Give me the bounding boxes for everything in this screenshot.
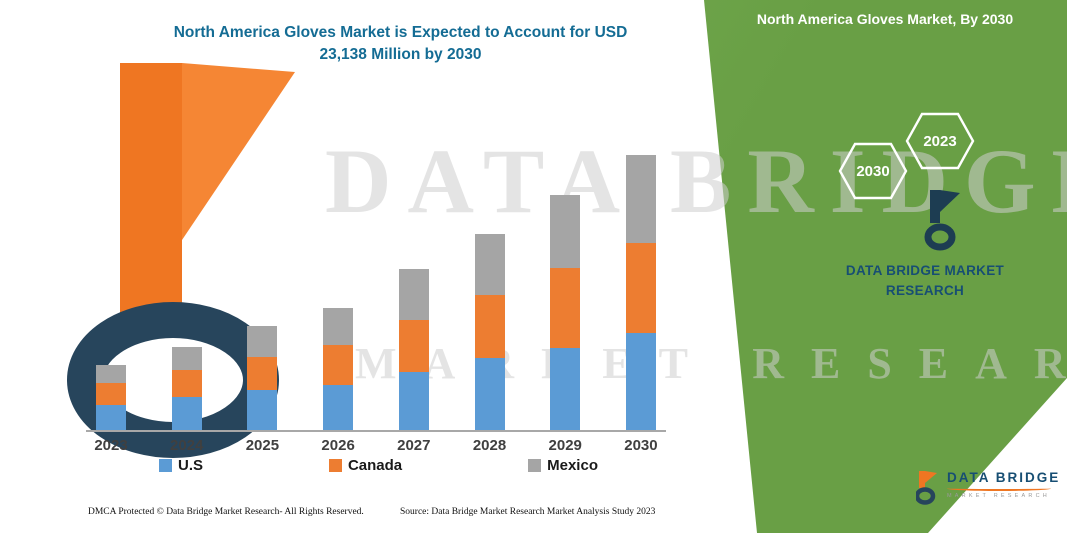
footer-logo-name: DATA BRIDGE [947,470,1061,485]
x-label-text: 2024 [170,437,204,454]
x-label-text: 2029 [548,437,582,454]
chart-title: North America Gloves Market is Expected … [88,22,713,67]
bar-segment-us-2024 [171,397,202,430]
bar-segment-canada-2028 [474,295,505,358]
x-label-2026: 2026 [321,437,355,455]
chart-legend: U.S Canada Mexico [96,457,661,474]
bar-segment-us-2027 [398,372,429,430]
databridge-b-icon [924,190,960,251]
bar-2028 [474,234,505,430]
x-axis-labels: 2023 2024 2025 2026 2027 2028 2029 2030 [94,437,658,455]
side-panel-brand-line1: DATA BRIDGE MARKET [845,263,1005,278]
x-label-2025: 2025 [245,437,280,455]
bar-segment-canada-2023 [96,383,126,405]
bar-segment-us-2023 [96,405,126,430]
x-label-text: 2027 [397,437,431,454]
x-label-2027: 2027 [397,437,431,455]
x-label-2030: 2030 [624,437,658,455]
bar-segment-us-2026 [323,385,354,430]
footer-logo-sub: MARKET RESEARCH [947,493,1050,499]
bar-segment-mexico-2026 [323,308,354,345]
legend-swatch [158,459,172,472]
bar-segment-us-2025 [247,390,278,430]
footer-logo-swoosh [947,486,1051,491]
bar-segment-canada-2029 [550,268,581,348]
bar-segment-canada-2025 [247,357,278,390]
x-label-2024: 2024 [170,437,204,455]
x-label-2029: 2029 [548,437,582,455]
legend-label: Mexico [547,457,598,474]
legend-item-us: U.S [158,457,203,474]
legend-label: Canada [347,457,403,474]
x-axis-line [86,430,666,432]
source-note: Source: Data Bridge Market Research Mark… [400,507,656,517]
x-label-2028: 2028 [472,437,507,455]
side-panel-title: North America Gloves Market, By 2030 [756,11,1014,27]
hexagon-2023-label: 2023 [923,133,956,150]
bar-segment-canada-2030 [625,243,656,333]
legend-item-mexico: Mexico [528,457,598,474]
legend-swatch [328,459,342,472]
bar-segment-mexico-2028 [474,234,505,295]
legend-label: U.S [177,457,203,474]
bar-segment-canada-2026 [323,345,354,385]
bar-segment-mexico-2023 [96,365,126,383]
bar-segment-mexico-2024 [171,347,202,370]
bar-2027 [398,269,429,430]
watermark-line2: MARKET RESEARCH [355,339,1067,388]
x-label-text: 2026 [321,437,355,454]
hexagon-badge-2030: 2030 [838,142,908,200]
side-panel-brand-line2: RESEARCH [885,282,965,298]
bar-2026 [323,308,354,430]
bar-segment-mexico-2029 [550,195,581,268]
x-label-text: 2023 [94,437,128,454]
bar-2024 [171,347,202,430]
bars-row [96,155,656,430]
bar-segment-us-2030 [625,333,656,430]
bar-segment-mexico-2027 [398,269,429,320]
bar-segment-us-2029 [550,348,581,430]
legend-swatch [528,459,542,472]
databridge-footer-b-icon [916,471,937,505]
bar-2025 [247,326,278,430]
bar-2030 [625,155,656,430]
bar-segment-mexico-2030 [625,155,656,243]
chart-title-line2: 23,138 Million by 2030 [319,46,482,64]
x-label-text: 2028 [472,437,507,454]
bar-segment-us-2028 [474,358,505,430]
legend-item-canada: Canada [328,457,403,474]
databridge-footer-logo: DATA BRIDGE MARKET RESEARCH [916,470,1060,506]
x-label-text: 2030 [624,437,658,454]
x-label-text: 2025 [245,437,280,454]
dmca-notice: DMCA Protected © Data Bridge Market Rese… [88,507,364,517]
bar-segment-mexico-2025 [247,326,278,357]
bar-2029 [550,195,581,430]
side-panel-brand: DATA BRIDGE MARKET RESEARCH [800,261,1050,300]
watermark-line1: DATA BRIDGE [325,130,1067,232]
x-label-2023: 2023 [94,437,128,455]
hexagon-badge-2023: 2023 [905,112,975,170]
chart-title-line1: North America Gloves Market is Expected … [173,24,628,41]
hexagon-2030-label: 2030 [856,163,889,180]
bar-segment-canada-2024 [171,370,202,397]
bar-segment-canada-2027 [398,320,429,372]
bar-2023 [96,365,126,430]
